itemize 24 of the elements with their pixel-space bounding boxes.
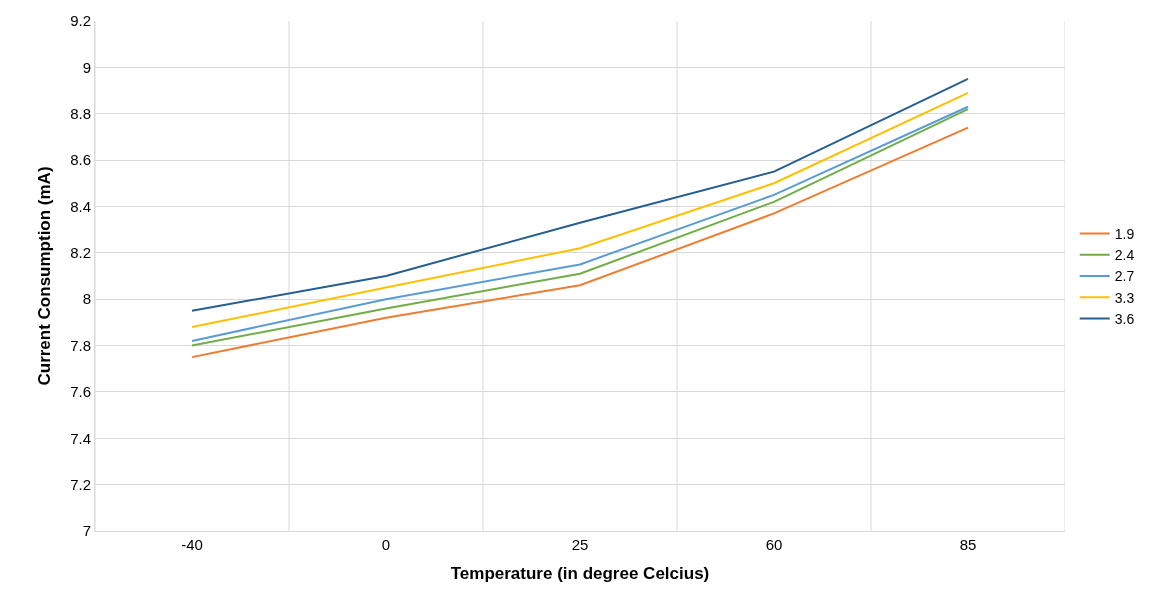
y-tick-label: 8.4 <box>70 197 91 215</box>
x-tick-label: 0 <box>381 536 391 553</box>
y-tick-label: 7.8 <box>70 336 91 354</box>
y-tick-label: 8.2 <box>70 244 91 262</box>
legend-label: 1.9 <box>1114 226 1135 243</box>
y-tick-label: 9 <box>82 58 91 76</box>
y-axis-title: Current Consumption (mA) <box>34 166 54 386</box>
y-tick-label: 7.2 <box>70 475 91 493</box>
legend-label: 2.7 <box>1114 268 1135 285</box>
y-tick-label: 9.2 <box>70 12 91 30</box>
x-tick-label: -40 <box>181 536 203 553</box>
legend-label: 3.6 <box>1114 310 1135 327</box>
y-tick-label: 8.6 <box>70 151 91 169</box>
legend-label: 2.4 <box>1114 247 1135 264</box>
y-tick-label: 7.6 <box>70 383 91 401</box>
x-tick-label: 25 <box>571 536 589 553</box>
legend-label: 3.3 <box>1114 289 1135 306</box>
x-axis-title: Temperature (in degree Celcius) <box>450 564 710 584</box>
y-tick-label: 7.4 <box>70 429 91 447</box>
y-tick-label: 8 <box>82 290 91 308</box>
y-tick-label: 8.8 <box>70 104 91 122</box>
x-tick-label: 85 <box>959 536 977 553</box>
y-tick-label: 7 <box>82 522 91 540</box>
x-tick-label: 60 <box>765 536 783 553</box>
